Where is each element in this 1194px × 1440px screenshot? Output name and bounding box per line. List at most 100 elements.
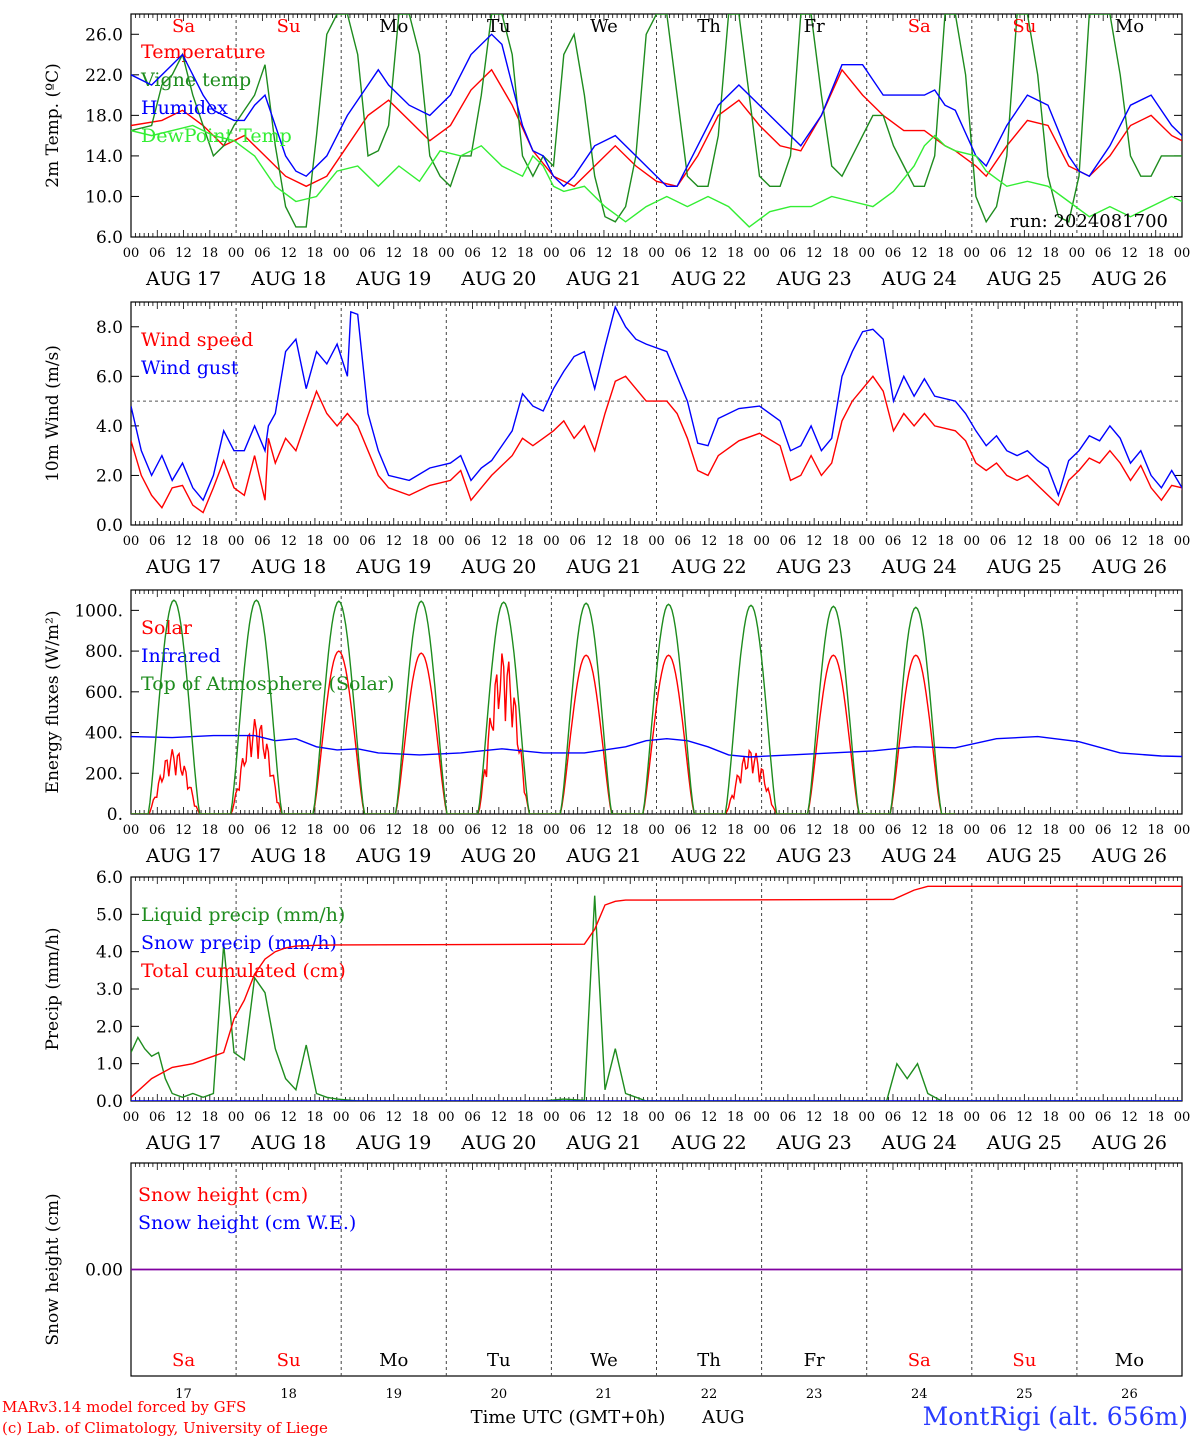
- hour-tick-label: 12: [280, 246, 297, 261]
- x-axis-label: Time UTC (GMT+0h): [471, 1407, 666, 1428]
- date-label: AUG 19: [355, 556, 431, 578]
- hour-tick-label: 12: [701, 823, 718, 838]
- day-number-label: 18: [280, 1387, 297, 1402]
- hour-tick-label: 18: [307, 534, 324, 549]
- y-tick-label: 4.0: [96, 943, 123, 963]
- date-label: AUG 19: [355, 845, 431, 867]
- hour-tick-label: 12: [806, 1110, 823, 1125]
- hour-tick-label: 18: [202, 534, 219, 549]
- day-number-label: 25: [1016, 1387, 1033, 1402]
- date-label: AUG 25: [986, 268, 1062, 290]
- y-tick-label: 3.0: [96, 980, 123, 1000]
- y-tick-label: 200.: [85, 764, 123, 784]
- day-name-label: Sa: [908, 1350, 931, 1371]
- hour-tick-label: 18: [1147, 823, 1164, 838]
- hour-tick-label: 06: [359, 1110, 376, 1125]
- hour-tick-label: 06: [254, 534, 271, 549]
- hour-tick-label: 00: [1174, 823, 1191, 838]
- hour-tick-label: 18: [517, 1110, 534, 1125]
- day-name-label: Mo: [1115, 1350, 1144, 1371]
- hour-tick-label: 06: [780, 246, 797, 261]
- hour-tick-label: 00: [123, 534, 140, 549]
- hour-tick-label: 12: [385, 534, 402, 549]
- hour-tick-label: 06: [359, 534, 376, 549]
- hour-tick-label: 06: [149, 246, 166, 261]
- hour-tick-label: 12: [491, 534, 508, 549]
- hour-tick-label: 18: [727, 246, 744, 261]
- y-tick-label: 1000.: [74, 601, 123, 621]
- hour-tick-label: 06: [885, 246, 902, 261]
- date-label: AUG 18: [250, 268, 326, 290]
- hour-tick-label: 18: [832, 823, 849, 838]
- y-tick-label: 5.0: [96, 905, 123, 925]
- day-number-label: 20: [491, 1387, 508, 1402]
- date-label: AUG 26: [1091, 845, 1167, 867]
- y-tick-label: 10.0: [85, 187, 123, 207]
- day-name-label: Su: [1012, 16, 1036, 37]
- y-tick-label: 1.0: [96, 1055, 123, 1075]
- hour-tick-label: 00: [858, 1110, 875, 1125]
- hour-tick-label: 12: [1016, 246, 1033, 261]
- y-axis-label: Energy fluxes (W/m²): [43, 611, 63, 794]
- legend-entry: Wind speed: [141, 329, 253, 351]
- hour-tick-label: 00: [753, 1110, 770, 1125]
- hour-tick-label: 06: [149, 1110, 166, 1125]
- legend-entry: Temperature: [141, 41, 265, 63]
- hour-tick-label: 06: [1095, 1110, 1112, 1125]
- hour-tick-label: 06: [254, 246, 271, 261]
- date-label: AUG 24: [881, 268, 957, 290]
- hour-tick-label: 00: [648, 246, 665, 261]
- date-label: AUG 17: [145, 845, 221, 867]
- hour-tick-label: 12: [175, 246, 192, 261]
- hour-tick-label: 12: [596, 246, 613, 261]
- hour-tick-label: 00: [228, 823, 245, 838]
- hour-tick-label: 12: [280, 823, 297, 838]
- date-label: AUG 23: [776, 1132, 852, 1154]
- day-number-label: 21: [596, 1387, 613, 1402]
- hour-tick-label: 06: [569, 246, 586, 261]
- hour-tick-label: 18: [412, 246, 429, 261]
- hour-tick-label: 06: [780, 534, 797, 549]
- date-label: AUG 21: [565, 556, 641, 578]
- day-name-label: Sa: [908, 16, 931, 37]
- hour-tick-label: 00: [543, 246, 560, 261]
- hour-tick-label: 00: [1069, 823, 1086, 838]
- hour-tick-label: 00: [964, 823, 981, 838]
- hour-tick-label: 00: [1069, 1110, 1086, 1125]
- day-name-label: Mo: [379, 1350, 408, 1371]
- legend-entry: Wind gust: [141, 357, 239, 379]
- hour-tick-label: 18: [1147, 246, 1164, 261]
- run-annotation: run: 2024081700: [1010, 211, 1168, 232]
- day-name-label: Sa: [172, 1350, 195, 1371]
- day-name-label: We: [590, 1350, 618, 1371]
- y-tick-label: 0.: [107, 805, 123, 825]
- hour-tick-label: 12: [385, 1110, 402, 1125]
- hour-tick-label: 12: [911, 823, 928, 838]
- hour-tick-label: 00: [1174, 246, 1191, 261]
- day-number-label: 24: [911, 1387, 928, 1402]
- legend-entry: Top of Atmosphere (Solar): [141, 673, 394, 695]
- day-name-label: Mo: [379, 16, 408, 37]
- hour-tick-label: 12: [1016, 823, 1033, 838]
- series-line-top-of-atmosphere-solar-: [131, 599, 956, 814]
- hour-tick-label: 00: [333, 534, 350, 549]
- hour-tick-label: 00: [648, 1110, 665, 1125]
- hour-tick-label: 00: [228, 246, 245, 261]
- day-number-label: 19: [385, 1387, 402, 1402]
- hour-tick-label: 12: [596, 823, 613, 838]
- date-label: AUG 20: [460, 268, 536, 290]
- hour-tick-label: 06: [464, 823, 481, 838]
- hour-tick-label: 06: [990, 246, 1007, 261]
- hour-tick-label: 06: [569, 1110, 586, 1125]
- day-name-label: Th: [697, 16, 721, 37]
- hour-tick-label: 18: [1042, 1110, 1059, 1125]
- date-label: AUG 20: [460, 556, 536, 578]
- hour-tick-label: 06: [990, 534, 1007, 549]
- date-label: AUG 17: [145, 1132, 221, 1154]
- hour-tick-label: 06: [254, 823, 271, 838]
- hour-tick-label: 12: [491, 1110, 508, 1125]
- hour-tick-label: 00: [543, 1110, 560, 1125]
- y-tick-label: 6.0: [96, 228, 123, 248]
- credit-line-1: MARv3.14 model forced by GFS: [2, 1398, 247, 1416]
